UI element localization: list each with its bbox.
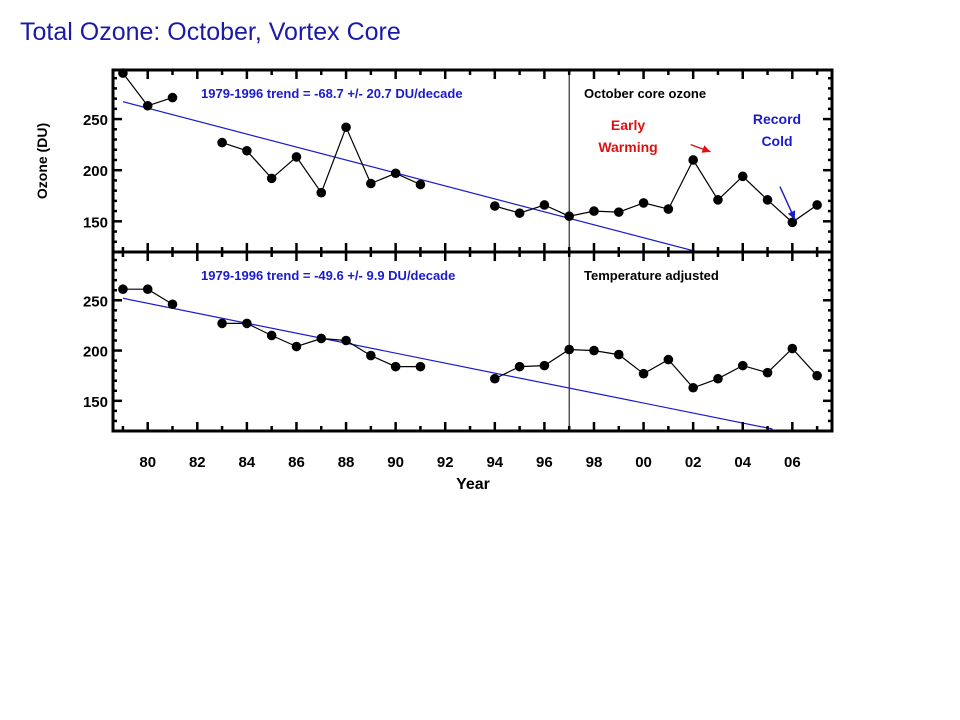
panel-2-data-point [390,361,401,372]
panel-2-data-point [291,341,302,352]
x-tick-label: 00 [635,454,652,471]
record-cold-arrow-head [787,210,796,220]
panel-2-data-point [688,382,698,393]
panel-2-data-point [316,333,327,344]
panel-1-data-point [390,168,401,179]
x-tick-label: 92 [437,454,454,471]
panel-2-data-point [266,330,277,341]
record-cold-annotation-text: Cold [761,133,792,149]
panel-2-data-point [118,284,128,295]
panel-1-data-point [539,200,550,210]
early-warming-annotation-text: Warming [598,139,657,155]
panel-1-data-point [366,178,376,189]
panel-2-trend-label: 1979-1996 trend = -49.6 +/- 9.9 DU/decad… [201,268,455,283]
panel-2-data-point [589,345,599,356]
x-tick-label: 04 [734,454,751,471]
panel-1-data-point [291,152,302,162]
x-axis-label: Year [456,476,490,493]
panel-1-data-point [688,155,698,165]
panel-2-data-point [242,318,252,329]
x-tick-label: 98 [586,454,603,471]
panel-1-data-point [737,171,748,182]
panel-2-panel-label: Temperature adjusted [584,268,719,283]
panel-2-series-2-line [222,322,421,368]
panel-2-data-point [713,373,723,384]
panel-2-data-point [366,350,376,361]
panel-1-data-point [167,92,178,103]
panel-1-data-point [589,206,599,216]
panel-2-trend-line [122,297,773,430]
early-warming-annotation-text: Early [611,117,645,133]
y-axis-label: Ozone (DU) [34,123,50,199]
panel-2-data-point [737,360,748,371]
x-tick-label: 82 [189,454,206,471]
x-tick-label: 88 [338,454,355,471]
panel-2-y-tick-label: 150 [83,394,108,411]
x-tick-label: 94 [486,454,503,471]
panel-1-y-tick-label: 200 [83,163,108,180]
panel-2-data-point [638,368,649,379]
slide-title: Total Ozone: October, Vortex Core [20,18,401,46]
panel-2-data-point [812,370,822,381]
panel-2-y-tick-label: 250 [83,293,108,310]
panel-2-data-point [217,318,227,329]
x-tick-label: 84 [239,454,256,471]
early-warming-arrow-head [701,145,711,153]
panel-2-data-point [564,344,574,355]
x-tick-label: 06 [784,454,801,471]
panel-2-data-point [142,284,153,295]
panel-1-data-point [762,195,773,205]
panel-2-y-tick-label: 200 [83,344,108,361]
panel-1-data-point [316,187,327,198]
panel-2-data-point [167,299,178,310]
panel-1-data-point [787,217,798,228]
panel-1-series-3-line [494,158,818,224]
panel-2-data-point [514,361,525,372]
x-tick-label: 86 [288,454,305,471]
panel-1-data-point [564,211,574,222]
panel-1-data-point [713,195,723,205]
panel-2-data-point [490,373,500,384]
panel-2-data-point [663,354,674,365]
panel-1-data-point [142,100,153,111]
panel-1-data-point [490,201,500,211]
panel-1-panel-label: October core ozone [584,86,706,101]
panel-1-data-point [266,173,277,184]
x-tick-label: 02 [685,454,702,471]
panel-1-data-point [217,137,227,148]
panel-1-data-point [663,204,674,214]
panel-1-data-point [514,208,525,218]
panel-1-data-point [341,122,351,133]
x-tick-label: 90 [387,454,404,471]
panel-1-data-point [613,207,624,217]
panel-2-data-point [787,343,798,354]
panel-1-y-tick-label: 250 [83,112,108,129]
panel-1-trend-label: 1979-1996 trend = -68.7 +/- 20.7 DU/deca… [201,86,463,101]
panel-2-data-point [539,360,550,371]
panel-2-data-point [762,367,773,378]
panel-1-data-point [242,145,252,156]
panel-2-data-point [341,335,351,346]
panel-1-y-tick-label: 150 [83,214,108,231]
panel-2-data-point [415,361,426,372]
panel-2-data-point [613,349,624,360]
panel-1-trend-line [122,101,699,252]
panel-1-data-point [812,200,822,210]
panel-1-data-point [638,198,649,208]
record-cold-annotation-text: Record [753,111,801,127]
x-tick-label: 96 [536,454,553,471]
panel-1-series-2-line [221,125,421,194]
panel-1-data-point [415,179,426,190]
x-tick-label: 80 [139,454,156,471]
